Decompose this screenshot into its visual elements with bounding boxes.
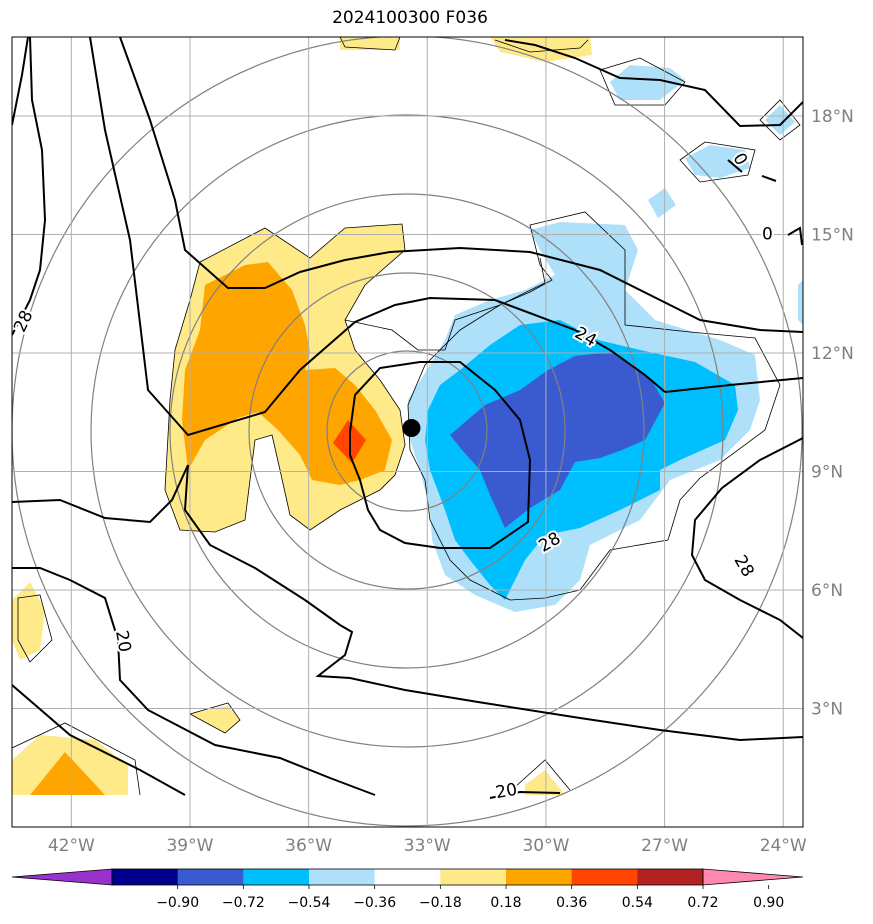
lon-tick-label: 39°W <box>166 836 213 856</box>
lat-tick-label: 12°N <box>811 344 854 364</box>
lon-tick-label: 27°W <box>641 836 688 856</box>
colorbar-segment <box>506 869 573 885</box>
colorbar-tick-label: −0.54 <box>288 895 331 911</box>
storm-center-marker <box>402 419 421 438</box>
contour-label: 20 <box>111 629 134 654</box>
map-frame <box>11 36 804 828</box>
contour-label: 0 <box>762 225 773 245</box>
lat-tick-label: 18°N <box>811 107 854 127</box>
colorbar: −0.90 −0.72 −0.54 −0.36 −0.18 0.18 0.36 0.54 0.7… <box>11 868 804 911</box>
colorbar-tick-label: −0.90 <box>156 895 199 911</box>
colorbar-extend-high <box>702 868 804 886</box>
field-contours <box>12 37 803 799</box>
lon-tick-label: 36°W <box>285 836 332 856</box>
colorbar-frame <box>111 868 704 886</box>
colorbar-segment <box>243 869 310 885</box>
colorbar-segment <box>112 869 179 885</box>
lat-tick-label: 15°N <box>811 226 854 246</box>
colorbar-tick-label: 0.18 <box>490 895 521 911</box>
colorbar-tick-label: 0.72 <box>687 895 718 911</box>
colorbar-tick-label: −0.18 <box>419 895 462 911</box>
colorbar-segment <box>309 869 376 885</box>
lon-tick-label: 42°W <box>48 836 95 856</box>
latitude-tick-labels: 3°N 6°N 9°N 12°N 15°N 18°N <box>811 107 854 720</box>
lat-tick-label: 9°N <box>811 463 843 483</box>
lat-tick-label: 3°N <box>811 700 843 720</box>
colorbar-segment <box>374 869 441 885</box>
graticule-lines <box>12 37 803 827</box>
colorbar-tick-label: −0.72 <box>222 895 265 911</box>
lat-tick-label: 6°N <box>811 581 843 601</box>
colorbar-tick-label: 0.90 <box>753 895 784 911</box>
lon-tick-label: 33°W <box>404 836 451 856</box>
negative-anomaly-shading <box>408 65 803 612</box>
colorbar-tick-label: 0.36 <box>556 895 587 911</box>
colorbar-segment <box>571 869 638 885</box>
positive-anomaly-shading <box>12 37 592 795</box>
range-rings <box>12 37 803 827</box>
colorbar-extend-low <box>11 868 113 886</box>
anomaly-outline-contours <box>12 37 801 796</box>
colorbar-segment <box>637 869 704 885</box>
colorbar-segment <box>177 869 244 885</box>
longitude-tick-labels: 42°W 39°W 36°W 33°W 30°W 27°W 24°W <box>48 836 807 856</box>
lon-tick-label: 30°W <box>522 836 569 856</box>
colorbar-segment <box>440 869 507 885</box>
contour-label: 28 <box>730 552 758 581</box>
colorbar-tick-label: −0.36 <box>353 895 396 911</box>
map-title: 2024100300 F036 <box>332 8 488 28</box>
lon-tick-label: 24°W <box>760 836 807 856</box>
colorbar-tick-label: 0.54 <box>622 895 653 911</box>
contour-label: 20 <box>494 780 519 803</box>
